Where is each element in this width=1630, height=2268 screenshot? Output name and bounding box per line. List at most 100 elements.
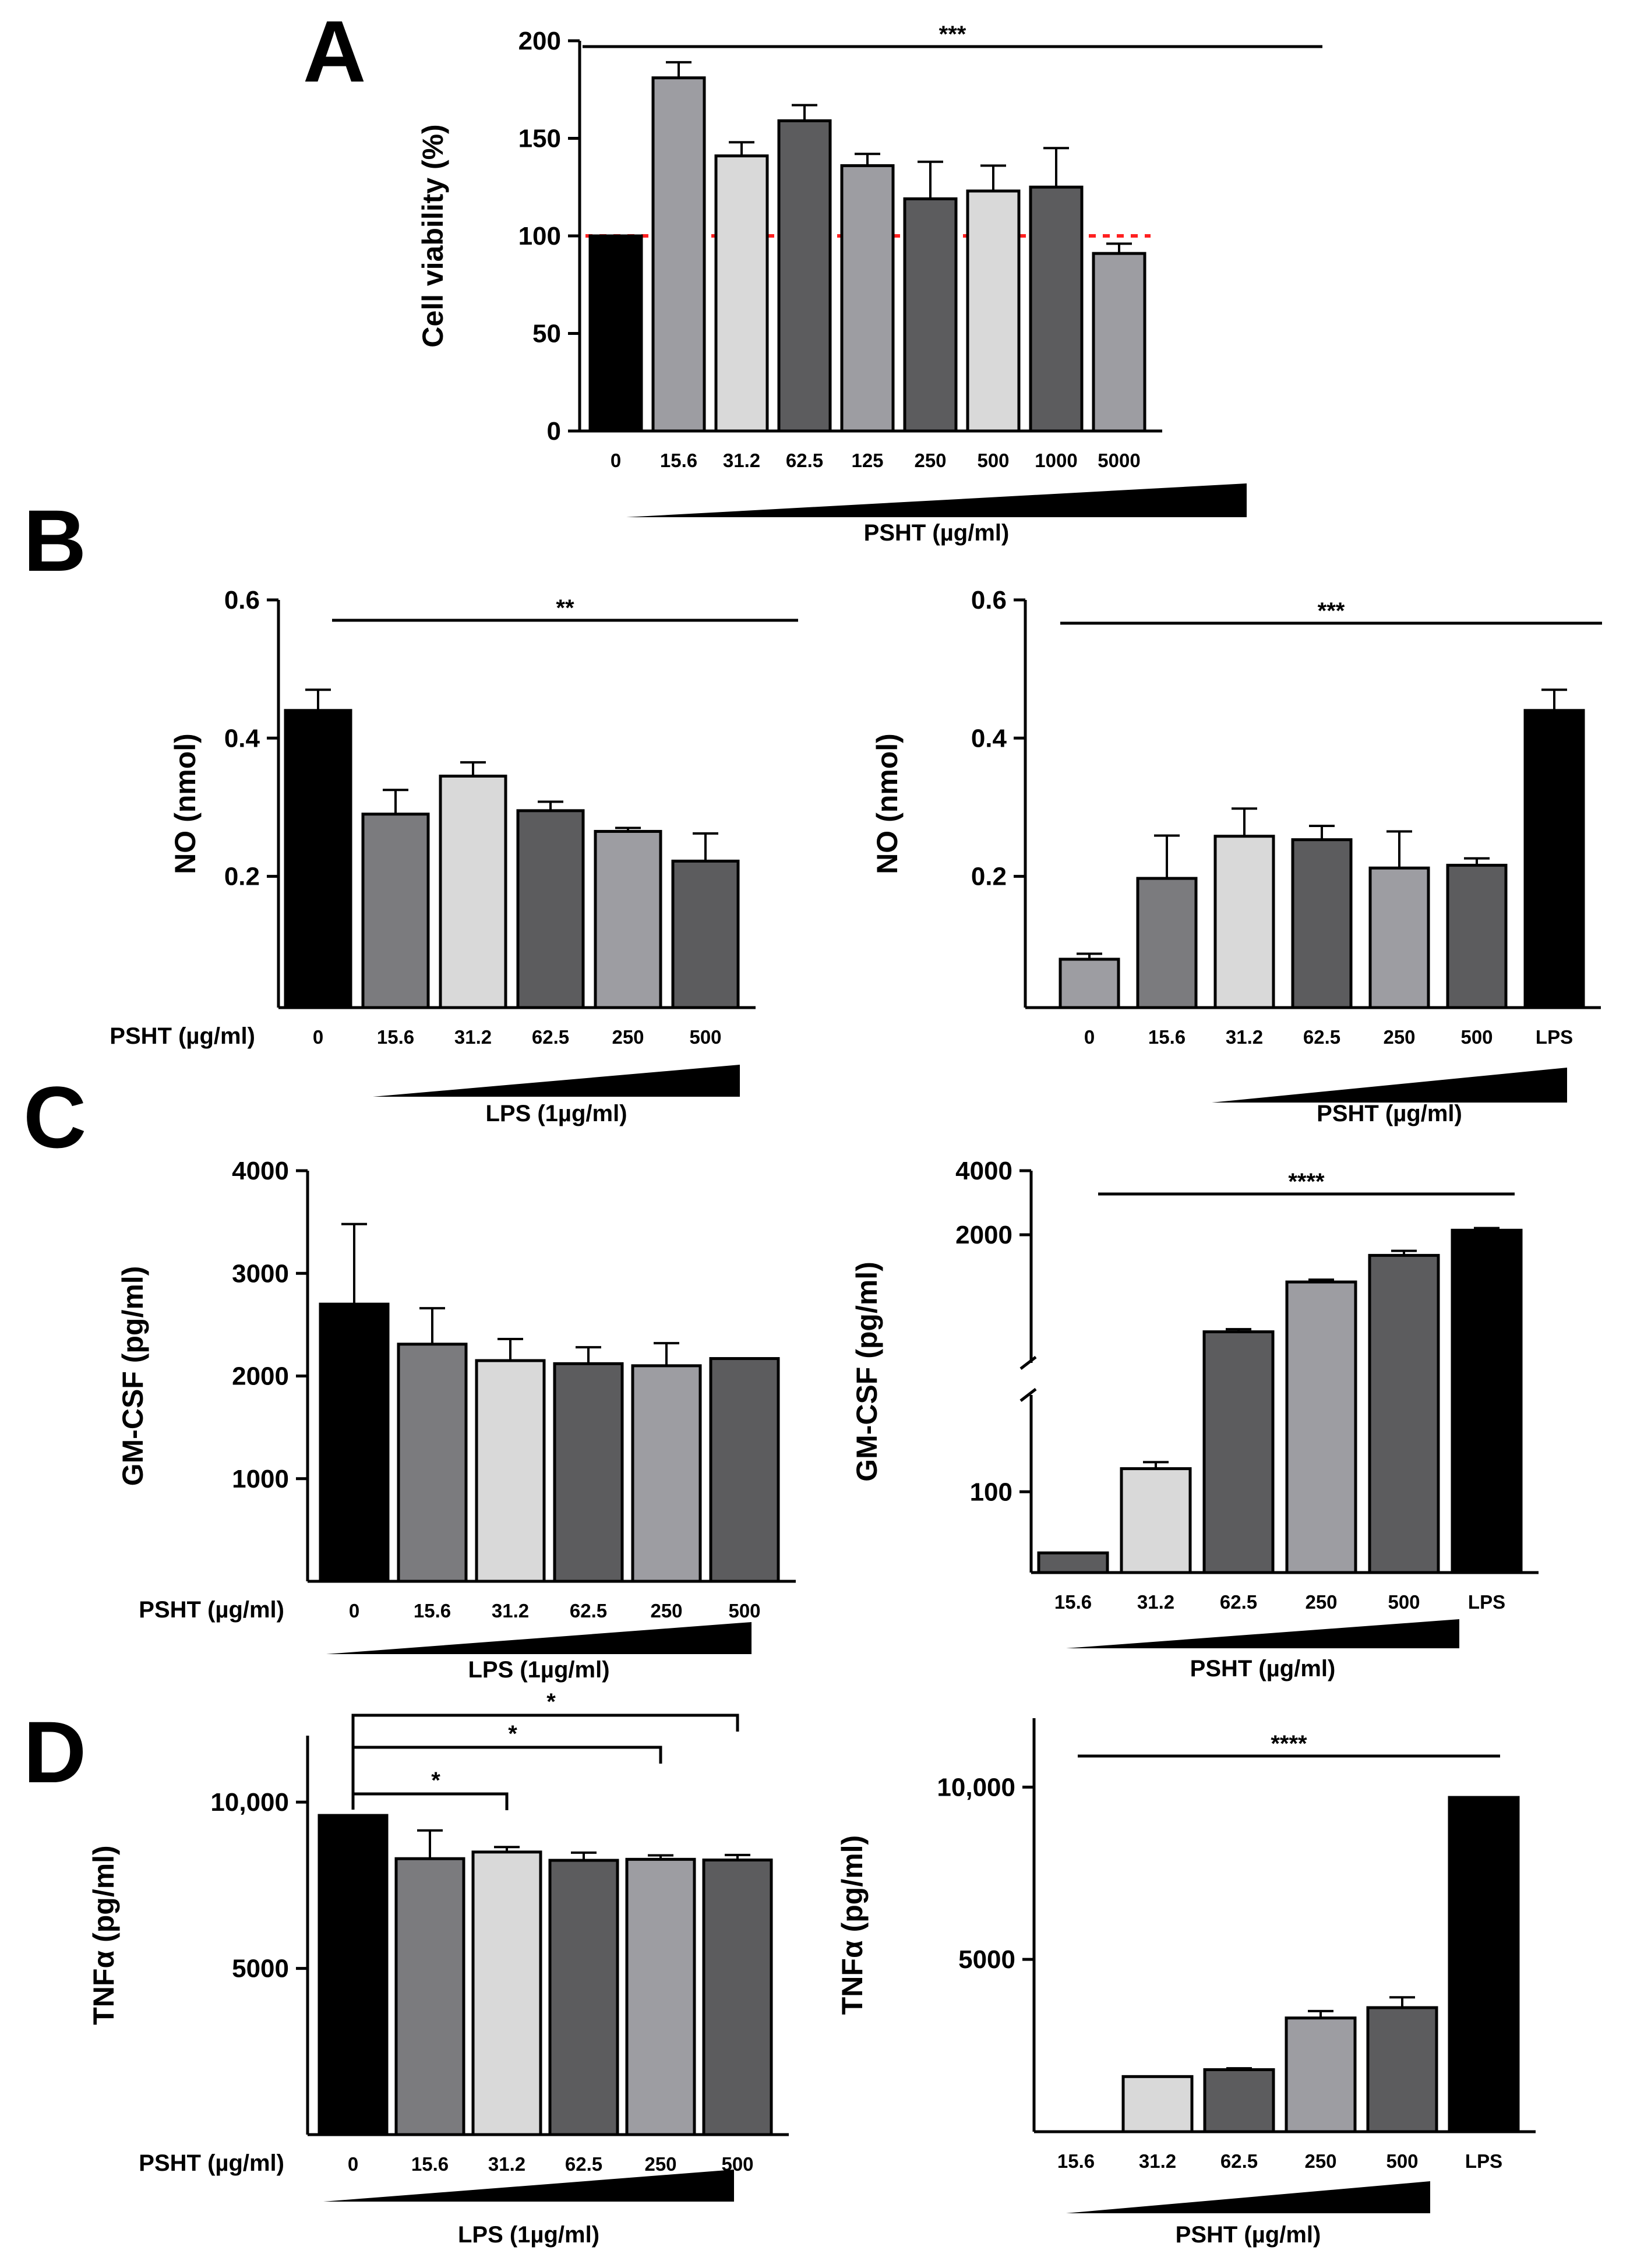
concentration-wedge bbox=[1066, 1619, 1459, 1648]
bar bbox=[1213, 835, 1275, 1009]
x-tick-label: 250 bbox=[1304, 2150, 1336, 2172]
x-tick-label: 0 bbox=[349, 1600, 359, 1621]
y-tick-label: 100 bbox=[970, 1478, 1012, 1506]
bar bbox=[1037, 1551, 1109, 1574]
bar bbox=[516, 809, 585, 1009]
x-tick-label: 62.5 bbox=[786, 450, 823, 471]
bar bbox=[394, 1857, 465, 2136]
concentration-wedge bbox=[1066, 2181, 1430, 2213]
y-axis-label: GM-CSF (pg/ml) bbox=[851, 1262, 883, 1482]
axis-break-mark bbox=[1019, 1356, 1037, 1370]
x-axis-label: LPS (1µg/ml) bbox=[468, 1657, 609, 1683]
y-tick-label: 50 bbox=[532, 320, 561, 348]
concentration-wedge bbox=[373, 1065, 740, 1097]
y-tick-label: 0.4 bbox=[224, 724, 260, 753]
chart-c-right: 100 2000 4000 15.6 31.2 62.5 250 500 LPS GM-CSF (… bbox=[851, 1157, 1539, 1681]
x-tick-label: 15.6 bbox=[1054, 1591, 1092, 1613]
y-tick-label: 100 bbox=[518, 222, 561, 250]
bar bbox=[1029, 185, 1084, 433]
significance-label: **** bbox=[1271, 1731, 1307, 1757]
x-tick-label: 250 bbox=[1383, 1026, 1415, 1048]
x-tick-label: 0 bbox=[1084, 1026, 1095, 1048]
significance-label: *** bbox=[939, 22, 966, 47]
bar bbox=[1523, 709, 1585, 1009]
bar bbox=[1202, 1330, 1275, 1574]
x-tick-label: 31.2 bbox=[492, 1600, 529, 1621]
bar bbox=[1366, 2006, 1438, 2133]
y-tick-label: 0 bbox=[547, 417, 561, 446]
chart-b-left: 0.2 0.4 0.6 0 15.6 31.2 62.5 250 500 NO (nmol) PSH… bbox=[110, 586, 798, 1126]
chart-d-right: 5000 10,000 15.6 31.2 62.5 250 500 LPS TNFα (pg/… bbox=[836, 1718, 1536, 2248]
bar bbox=[625, 1857, 696, 2136]
panel-letter-b: B bbox=[23, 492, 86, 589]
x-tick-label: 62.5 bbox=[1303, 1026, 1340, 1048]
bar bbox=[1092, 252, 1146, 433]
concentration-wedge bbox=[326, 1622, 752, 1654]
y-tick-label: 2000 bbox=[232, 1362, 289, 1391]
x-tick-label: 15.6 bbox=[377, 1026, 414, 1048]
y-tick-label: 3000 bbox=[232, 1259, 289, 1288]
x-tick-label: 15.6 bbox=[660, 450, 697, 471]
x-tick-label: 500 bbox=[1386, 2150, 1418, 2172]
x-tick-label: 31.2 bbox=[1139, 2150, 1176, 2172]
axis-break-mark bbox=[1019, 1388, 1037, 1402]
x-tick-label: 15.6 bbox=[411, 2153, 449, 2175]
y-axis-label: TNFα (pg/ml) bbox=[87, 1845, 120, 2025]
x-tick-label: 62.5 bbox=[1220, 2150, 1258, 2172]
bar bbox=[1059, 958, 1120, 1009]
x-tick-label: 500 bbox=[689, 1026, 721, 1048]
bar bbox=[966, 189, 1021, 433]
y-tick-label: 150 bbox=[518, 125, 561, 153]
chart-b-right: 0.2 0.4 0.6 0 15.6 31.2 62.5 250 500 LPS NO (nmol)… bbox=[871, 586, 1602, 1126]
significance-label: * bbox=[508, 1721, 517, 1747]
x-tick-label: 500 bbox=[1388, 1591, 1420, 1613]
x-tick-label: 1000 bbox=[1035, 450, 1077, 471]
significance-bracket bbox=[351, 1792, 509, 1810]
y-tick-label: 1000 bbox=[232, 1465, 289, 1493]
bar bbox=[1121, 2075, 1194, 2133]
x-tick-label: LPS bbox=[1465, 2150, 1502, 2172]
x-tick-label: 250 bbox=[644, 2153, 676, 2175]
x-tick-label: 0 bbox=[348, 2153, 358, 2175]
bar bbox=[284, 709, 352, 1009]
x-tick-label: 250 bbox=[1305, 1591, 1337, 1613]
bar bbox=[709, 1357, 780, 1583]
row-label: PSHT (µg/ml) bbox=[139, 1597, 284, 1623]
bar bbox=[1448, 1796, 1520, 2133]
x-tick-label: 500 bbox=[728, 1600, 760, 1621]
y-tick-label: 10,000 bbox=[210, 1788, 289, 1817]
x-tick-label: 15.6 bbox=[1057, 2150, 1095, 2172]
bar bbox=[1446, 864, 1508, 1009]
x-tick-label: 5000 bbox=[1098, 450, 1140, 471]
bar bbox=[1368, 866, 1430, 1009]
row-label: PSHT (µg/ml) bbox=[139, 2150, 284, 2176]
x-tick-label: 62.5 bbox=[570, 1600, 607, 1621]
y-tick-label: 5000 bbox=[232, 1955, 289, 1983]
y-tick-label: 0.6 bbox=[224, 586, 260, 614]
y-tick-label: 0.2 bbox=[971, 863, 1007, 891]
x-tick-label: 62.5 bbox=[532, 1026, 569, 1048]
panel-letter-a: A bbox=[303, 2, 366, 100]
bar bbox=[1203, 2068, 1275, 2133]
bar bbox=[1368, 1253, 1440, 1574]
significance-label: * bbox=[546, 1689, 556, 1715]
x-axis-label: PSHT (µg/ml) bbox=[1190, 1656, 1336, 1681]
significance-bracket bbox=[351, 1714, 739, 1810]
y-axis-label: TNFα (pg/ml) bbox=[836, 1835, 869, 2015]
x-axis-label: PSHT (µg/ml) bbox=[864, 520, 1010, 546]
x-tick-label: 250 bbox=[650, 1600, 682, 1621]
x-tick-label: 62.5 bbox=[565, 2153, 602, 2175]
bar bbox=[317, 1814, 389, 2136]
x-axis-label: LPS (1µg/ml) bbox=[485, 1101, 627, 1126]
x-axis-label: PSHT (µg/ml) bbox=[1317, 1101, 1462, 1126]
x-tick-label: 62.5 bbox=[1220, 1591, 1257, 1613]
x-axis-label: PSHT (µg/ml) bbox=[1176, 2222, 1321, 2248]
y-axis-label: NO (nmol) bbox=[169, 733, 202, 874]
bar bbox=[631, 1364, 702, 1583]
bar bbox=[651, 76, 706, 433]
bar bbox=[588, 234, 643, 433]
panel-letter-d: D bbox=[23, 1703, 86, 1801]
bar bbox=[397, 1343, 468, 1583]
